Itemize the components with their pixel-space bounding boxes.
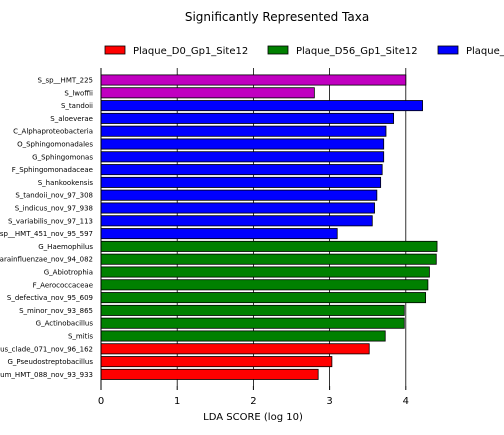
legend-swatch-0	[104, 45, 126, 55]
bar-9	[100, 189, 378, 201]
y-tick-label-8: S_hankookensis	[38, 179, 94, 187]
bar-5	[100, 138, 385, 150]
y-tick-label-16: F_Aerococcaceae	[33, 281, 93, 289]
bar-10	[100, 202, 375, 214]
bar-2	[100, 100, 423, 112]
bar-12	[100, 228, 338, 240]
legend-label-0: Plaque_D0_Gp1_Site12	[133, 46, 248, 57]
x-tick-label-1: 1	[174, 396, 180, 407]
bar-1	[100, 87, 315, 99]
y-tick-label-14: arainfluenzae_nov_94_082	[0, 256, 93, 264]
bar-3	[100, 112, 395, 124]
legend-swatch-2	[437, 45, 459, 55]
bar-0	[100, 74, 407, 86]
y-tick-label-5: O_Sphingomonadales	[17, 141, 93, 149]
legend-swatch-1	[267, 45, 289, 55]
x-tick-label-0: 0	[98, 396, 104, 407]
x-axis-label: LDA SCORE (log 10)	[203, 412, 303, 423]
legend-label-1: Plaque_D56_Gp1_Site12	[296, 46, 418, 57]
bar-22	[100, 356, 333, 368]
y-tick-label-18: S_minor_nov_93_865	[19, 307, 93, 315]
bar-4	[100, 125, 387, 137]
y-tick-label-9: S_tandoii_nov_97_308	[15, 192, 93, 200]
bar-21	[100, 343, 370, 355]
chart-title: Significantly Represented Taxa	[185, 10, 369, 24]
x-tick-label-4: 4	[403, 396, 409, 407]
y-tick-label-17: S_defectiva_nov_95_609	[7, 294, 93, 302]
bar-18	[100, 304, 405, 316]
bar-11	[100, 215, 373, 227]
bar-19	[100, 317, 405, 329]
legend-label-2: Plaque_	[466, 46, 504, 57]
y-tick-label-10: S_indicus_nov_97_938	[15, 205, 93, 213]
y-tick-label-23: um_HMT_088_nov_93_933	[0, 371, 93, 379]
bar-6	[100, 151, 385, 163]
legend: Plaque_D0_Gp1_Site12 Plaque_D56_Gp1_Site1…	[104, 45, 504, 57]
y-tick-label-1: S_lwoffii	[64, 89, 93, 97]
y-tick-label-13: G_Haemophilus	[38, 243, 93, 251]
x-tick-label-2: 2	[250, 396, 256, 407]
bar-14	[100, 253, 437, 265]
bar-17	[100, 292, 427, 304]
bar-20	[100, 330, 386, 342]
bar-7	[100, 164, 383, 176]
bar-23	[100, 368, 319, 380]
y-tick-label-11: S_variabilis_nov_97_113	[8, 217, 93, 225]
y-tick-label-21: us_clade_071_nov_96_162	[0, 345, 93, 353]
bar-15	[100, 266, 430, 278]
x-tick-label-3: 3	[326, 396, 332, 407]
y-tick-label-12: sp__HMT_451_nov_95_597	[0, 230, 93, 238]
y-tick-label-4: C_Alphaproteobacteria	[13, 128, 93, 136]
y-tick-label-22: G_Pseudostreptobacillus	[7, 358, 93, 366]
bar-16	[100, 279, 429, 291]
y-tick-label-20: S_mitis	[68, 333, 93, 341]
bar-13	[100, 240, 438, 252]
bar-8	[100, 176, 382, 188]
y-tick-label-15: G_Abiotrophia	[44, 269, 93, 277]
y-tick-label-7: F_Sphingomonadaceae	[12, 166, 93, 174]
y-tick-label-0: S_sp__HMT_225	[38, 77, 93, 85]
y-tick-label-2: S_tandoii	[61, 102, 93, 110]
plot-area: S_sp__HMT_225 S_lwoffii S_tandoii S_aloever…	[0, 68, 438, 407]
y-tick-label-3: S_aloeverae	[50, 115, 93, 123]
y-tick-label-6: G_Sphingomonas	[32, 153, 93, 161]
y-tick-label-19: G_Actinobacillus	[36, 320, 94, 328]
